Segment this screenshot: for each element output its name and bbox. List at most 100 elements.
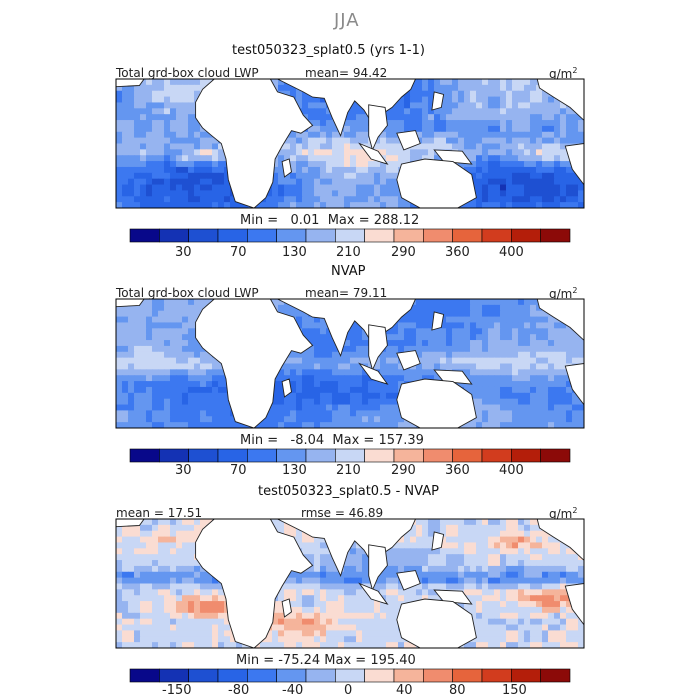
panel-2-cell: [464, 328, 471, 335]
panel-2-cell: [176, 357, 183, 365]
panel-1-cell: [302, 108, 309, 115]
panel-1-cell: [506, 84, 513, 92]
panel-3-cell: [206, 519, 213, 526]
panel-3-cell: [296, 595, 303, 602]
panel-2-cell: [548, 386, 555, 394]
panel-1-cell: [290, 196, 297, 203]
panel-1-cell: [554, 143, 561, 150]
panel-2-cell: [194, 386, 201, 394]
panel-3-cell: [494, 577, 501, 585]
panel-2-cell: [560, 404, 567, 412]
panel-3-cell: [326, 554, 333, 561]
panel-2-cell: [416, 363, 423, 370]
panel-3-cell: [398, 536, 405, 544]
panel-2-cell: [542, 392, 549, 400]
panel-2-cell: [332, 404, 339, 412]
panel-1-cell: [164, 143, 171, 150]
panel-2-cell: [194, 351, 201, 359]
panel-1-cell: [518, 178, 525, 186]
panel-1-cell: [548, 143, 555, 150]
panel-1-cell: [146, 143, 153, 150]
panel-2-cell: [404, 316, 411, 324]
panel-1-cell: [140, 166, 147, 174]
panel-2-cell: [542, 322, 549, 329]
panel-2-cell: [398, 416, 405, 423]
panel-3-cell: [488, 606, 495, 614]
panel-2-cell: [500, 375, 507, 382]
panel-1-cell: [176, 125, 183, 133]
panel-3-cell: [176, 530, 183, 538]
panel-3-cell: [350, 577, 357, 585]
panel-1-cell: [188, 190, 195, 197]
panel-2-cell: [170, 386, 177, 394]
panel-1-cell: [140, 161, 147, 168]
panel-2-cell: [122, 369, 129, 376]
panel-1-cell: [356, 125, 363, 133]
panel-1-cell: [488, 131, 495, 139]
panel-2-cell: [332, 369, 339, 376]
panel-2-cell: [218, 392, 225, 400]
panel-1-cell: [512, 79, 519, 86]
panel-1-cell: [476, 137, 483, 145]
panel-2-cell: [476, 316, 483, 324]
panel-1-cell: [470, 137, 477, 145]
panel-3-cell: [200, 583, 207, 590]
panel-3-cell: [440, 542, 447, 549]
panel-1-cell: [188, 166, 195, 174]
panel-1-cell: [296, 96, 303, 104]
panel-2-cell: [182, 304, 189, 312]
panel-2-cell: [542, 345, 549, 353]
panel-2-cell: [158, 328, 165, 335]
panel-2-cell: [386, 369, 393, 376]
panel2-cbar-label-3: 210: [336, 463, 361, 478]
panel-3-cell: [188, 565, 195, 573]
panel-1-cell: [452, 120, 459, 127]
panel-2-cell: [494, 398, 501, 406]
panel-2-cell: [320, 381, 327, 388]
panel-1-cell: [218, 178, 225, 186]
panel-2-cell: [122, 363, 129, 370]
panel-3-cell: [176, 601, 183, 608]
panel-1-colorbar-swatch: [276, 228, 307, 243]
panel-1-cell: [506, 166, 513, 174]
panel-3-cell: [380, 577, 387, 585]
panel-2-cell: [422, 369, 429, 376]
panel-1-cell: [530, 102, 537, 109]
panel-3-cell: [554, 612, 561, 620]
panel-2-cell: [386, 410, 393, 417]
panel-1-cell: [428, 120, 435, 127]
panel-1-cell: [554, 196, 561, 203]
panel1-mean-key: mean=: [305, 66, 350, 80]
panel-2-cell: [284, 422, 291, 428]
panel-2-cell: [368, 381, 375, 388]
panel-2-cell: [536, 404, 543, 412]
panel-1-cell: [152, 108, 159, 115]
panel-1-cell: [320, 196, 327, 203]
panel-1-cell: [530, 202, 537, 208]
panel-1-cell: [218, 202, 225, 208]
panel-2-cell: [530, 299, 537, 306]
panel-2-cell: [326, 392, 333, 400]
panel2-min-value: -8.04: [290, 433, 325, 448]
panel-1-cell: [350, 125, 357, 133]
panel-1-cell: [512, 155, 519, 162]
panel-1-cell: [302, 143, 309, 150]
panel-1-cell: [164, 166, 171, 174]
panel-1-cell: [314, 172, 321, 180]
panel-3-cell: [302, 595, 309, 602]
panel-2-cell: [500, 386, 507, 394]
panel-1-cell: [308, 143, 315, 150]
panel-1-cell: [170, 79, 177, 86]
panel-1-cell: [488, 161, 495, 168]
panel-2-cell: [470, 386, 477, 394]
panel-2-cell: [458, 322, 465, 329]
panel-3-cell: [122, 589, 129, 596]
panel-2-cell: [416, 369, 423, 376]
panel-3-cell: [164, 524, 171, 532]
panel-3-cell: [188, 618, 195, 626]
panel-1-cell: [332, 143, 339, 150]
panel-2-cell: [362, 381, 369, 388]
panel-3-cell: [500, 571, 507, 579]
panel-2-cell: [434, 351, 441, 359]
panel-3-cell: [404, 565, 411, 573]
